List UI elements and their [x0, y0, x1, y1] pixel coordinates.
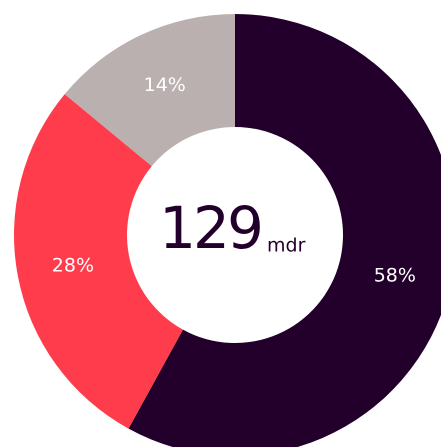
donut-segment	[128, 14, 441, 447]
donut-segment	[13, 94, 183, 429]
donut	[13, 14, 441, 447]
center-value: 129	[159, 194, 261, 262]
donut-segment	[64, 14, 235, 167]
segment-label: 28%	[52, 254, 94, 276]
segment-label: 58%	[374, 265, 416, 287]
segment-label: 14%	[144, 74, 186, 96]
center-unit: mdr	[267, 235, 306, 257]
